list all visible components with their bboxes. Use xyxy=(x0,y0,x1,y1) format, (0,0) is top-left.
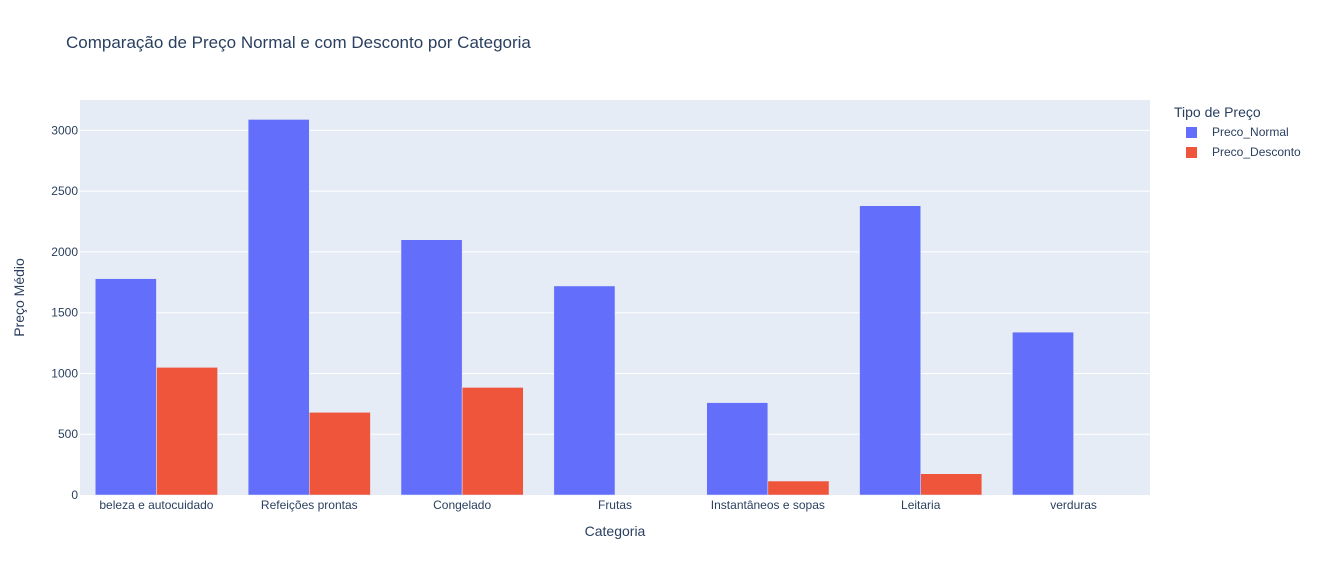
bar-preco-desconto[interactable] xyxy=(920,473,983,496)
x-tick-label: Refeições prontas xyxy=(261,498,358,512)
x-tick-label: verduras xyxy=(1050,498,1097,512)
bar-preco-desconto[interactable] xyxy=(156,367,218,496)
x-tick-label: Congelado xyxy=(433,498,491,512)
bars xyxy=(95,119,1074,496)
bar-preco-desconto[interactable] xyxy=(767,480,830,496)
bar-preco-desconto[interactable] xyxy=(309,412,371,496)
bar-preco-desconto[interactable] xyxy=(461,387,524,496)
legend-item-preco-normal[interactable]: Preco_Normal xyxy=(1186,124,1289,140)
y-tick-label: 500 xyxy=(58,427,78,441)
y-tick-label: 1000 xyxy=(51,366,78,380)
bar-preco-normal[interactable] xyxy=(859,205,921,496)
chart-title: Comparação de Preço Normal e com Descont… xyxy=(66,33,531,52)
y-axis-title: Preço Médio xyxy=(11,258,27,337)
y-tick-label: 1500 xyxy=(51,306,78,320)
x-tick-label: Frutas xyxy=(598,498,632,512)
legend-label: Preco_Normal xyxy=(1212,125,1289,139)
x-tick-labels: beleza e autocuidado Refeições prontas Con… xyxy=(99,498,1097,512)
legend-swatch xyxy=(1186,126,1197,138)
bar-preco-normal[interactable] xyxy=(1012,331,1074,496)
legend-label: Preco_Desconto xyxy=(1212,145,1301,159)
bar-preco-normal[interactable] xyxy=(553,285,616,496)
y-tick-label: 2000 xyxy=(51,245,78,259)
bar-preco-normal[interactable] xyxy=(706,402,769,496)
x-tick-label: Instantâneos e sopas xyxy=(711,498,825,512)
y-tick-labels: 0 500 1000 1500 2000 2500 3000 xyxy=(51,123,78,502)
y-tick-label: 2500 xyxy=(51,184,78,198)
y-tick-label: 0 xyxy=(71,488,78,502)
legend-item-preco-desconto[interactable]: Preco_Desconto xyxy=(1186,144,1301,160)
bar-preco-normal[interactable] xyxy=(95,278,157,496)
bar-preco-normal[interactable] xyxy=(400,239,463,496)
bar-preco-normal[interactable] xyxy=(247,119,310,496)
legend-title: Tipo de Preço xyxy=(1174,104,1261,120)
x-tick-label: Leitaria xyxy=(901,498,941,512)
x-axis-title: Categoria xyxy=(585,523,646,539)
legend-swatch xyxy=(1186,146,1197,158)
x-tick-label: beleza e autocuidado xyxy=(99,498,213,512)
y-tick-label: 3000 xyxy=(51,123,78,137)
